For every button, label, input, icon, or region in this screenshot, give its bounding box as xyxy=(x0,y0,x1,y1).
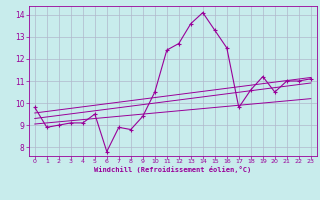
X-axis label: Windchill (Refroidissement éolien,°C): Windchill (Refroidissement éolien,°C) xyxy=(94,166,252,173)
